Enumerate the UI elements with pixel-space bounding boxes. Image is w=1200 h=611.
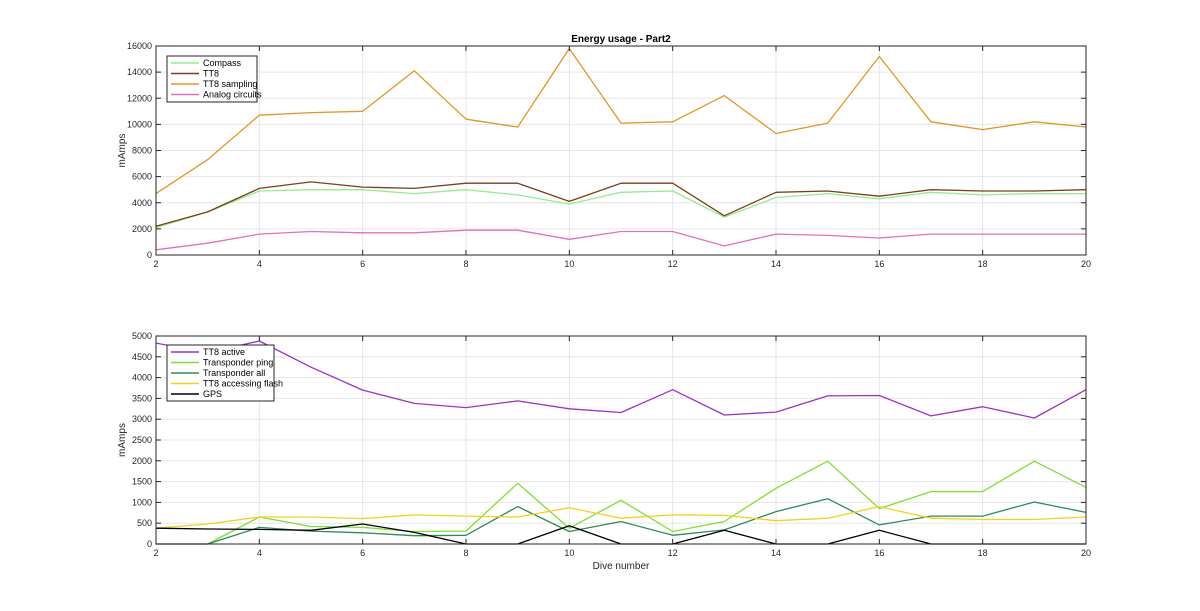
x-tick-label: 18 [978,259,988,269]
series-line-tt8-accessing-flash [155,505,1087,529]
x-tick-label: 6 [360,259,365,269]
y-tick-label: 2000 [132,224,152,234]
y-tick-label: 10000 [127,119,152,129]
y-tick-label: 1000 [132,497,152,507]
y-tick-label: 6000 [132,172,152,182]
y-tick-label: 14000 [127,67,152,77]
legend-entry: TT8 accessing flash [203,379,283,389]
legend-entry: TT8 sampling [203,79,258,89]
legend-entry: TT8 [203,69,219,79]
legend-entry: Analog circuits [203,90,262,100]
x-tick-label: 8 [463,259,468,269]
y-axis-label: mAmps [117,423,128,457]
y-tick-label: 4000 [132,373,152,383]
y-tick-label: 3500 [132,393,152,403]
legend-entry: TT8 active [203,347,245,357]
series-line-tt8-sampling [155,47,1087,195]
series-line-transponder-ping [156,460,1087,545]
y-axis-label: mAmps [117,134,128,168]
y-tick-label: 2500 [132,435,152,445]
x-tick-label: 10 [564,548,574,558]
y-tick-label: 4500 [132,352,152,362]
y-tick-label: 12000 [127,93,152,103]
series-line-analog-circuits [155,229,1086,251]
x-tick-label: 8 [463,548,468,558]
legend-entry: Transponder ping [203,358,273,368]
x-tick-label: 4 [257,259,262,269]
y-tick-label: 0 [147,250,152,260]
x-tick-label: 2 [153,259,158,269]
y-tick-label: 5000 [132,331,152,341]
subplot-1: 2 4 6 8 10 12 14 16 18 20 0 2000 4000 6000 8000 10000 12… [117,34,1091,269]
y-tick-label: 8000 [132,146,152,156]
x-tick-label: 6 [360,548,365,558]
subplot-2: 2 4 6 8 10 12 14 16 18 20 0 500 1000 1500 2000 2500 3000… [117,331,1091,572]
y-tick-label: 1500 [132,477,152,487]
y-tick-label: 500 [137,518,152,528]
x-tick-label: 18 [978,548,988,558]
x-tick-label: 14 [771,548,781,558]
x-tick-label: 16 [874,259,884,269]
y-tick-label: 2000 [132,456,152,466]
y-tick-label: 16000 [127,41,152,51]
x-tick-label: 12 [668,548,678,558]
x-tick-label: 2 [153,548,158,558]
x-tick-label: 10 [564,259,574,269]
legend-entry: Compass [203,58,242,68]
x-tick-label: 20 [1081,548,1091,558]
x-tick-label: 14 [771,259,781,269]
y-tick-label: 0 [147,539,152,549]
series-line-tt8-active [155,340,1087,419]
legend-entry: Transponder all [203,368,265,378]
series-line-transponder-all [156,498,1087,545]
x-tick-label: 4 [257,548,262,558]
x-tick-label: 12 [668,259,678,269]
legend-entry: GPS [203,389,222,399]
x-axis-label: Dive number [593,561,650,572]
series-line-compass [155,189,1086,229]
y-tick-label: 3000 [132,414,152,424]
x-tick-label: 20 [1081,259,1091,269]
y-tick-label: 4000 [132,198,152,208]
chart-title: Energy usage - Part2 [571,34,671,45]
x-tick-label: 16 [874,548,884,558]
series-line-tt8 [155,181,1087,227]
